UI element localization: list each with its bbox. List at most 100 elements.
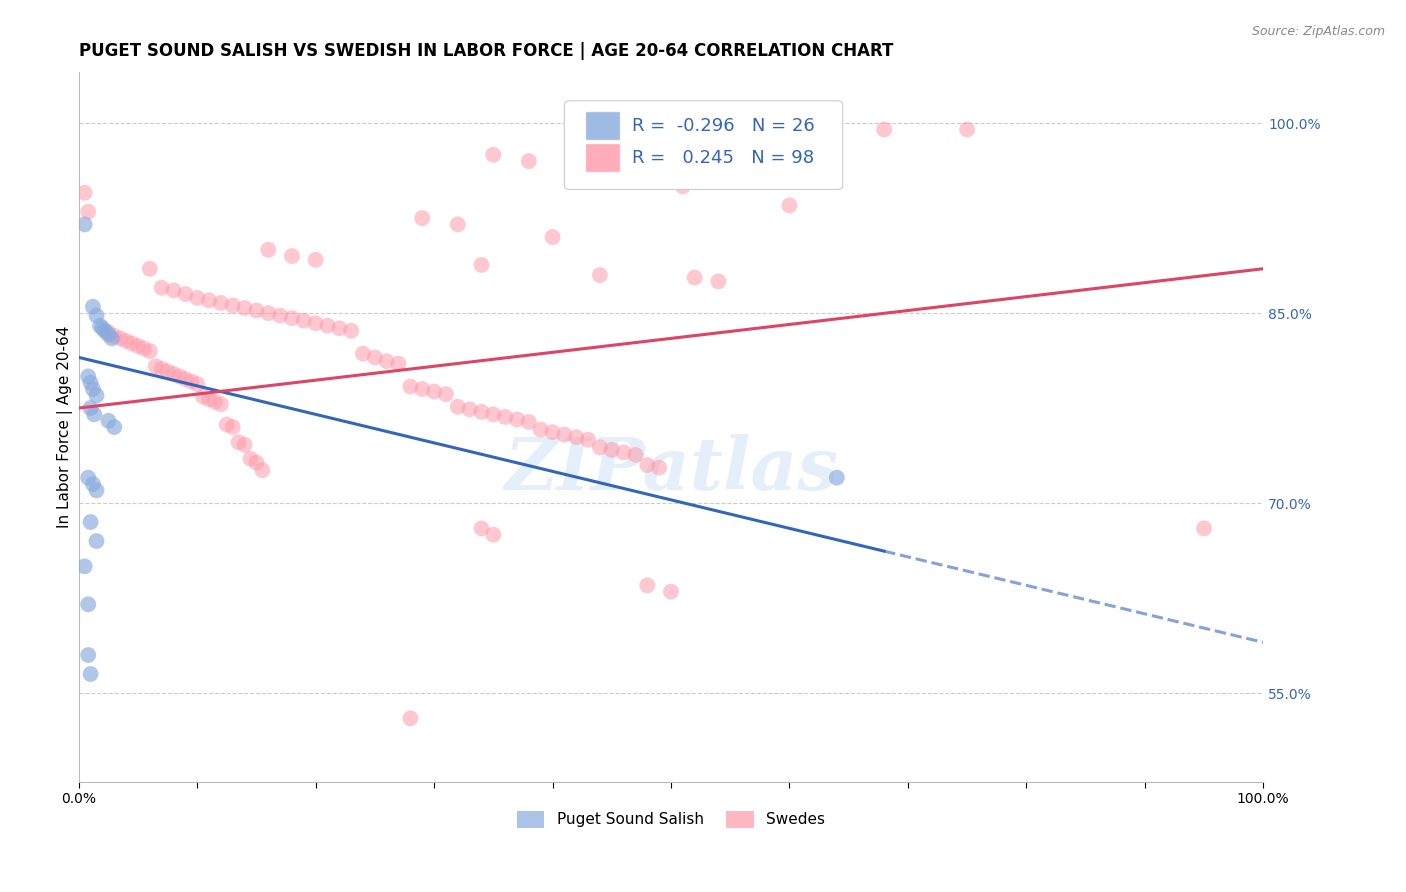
Point xyxy=(233,301,256,315)
Point xyxy=(145,359,167,374)
Point xyxy=(672,179,695,194)
Point xyxy=(541,425,564,439)
Point xyxy=(269,309,291,323)
Point xyxy=(73,218,96,232)
Point xyxy=(198,293,221,308)
Point xyxy=(86,309,108,323)
Text: R =   0.245   N = 98: R = 0.245 N = 98 xyxy=(631,149,814,167)
Point xyxy=(613,445,636,459)
Legend: Puget Sound Salish, Swedes: Puget Sound Salish, Swedes xyxy=(510,805,831,834)
Point xyxy=(825,471,848,485)
Point xyxy=(470,405,492,419)
Point xyxy=(364,351,387,365)
Point xyxy=(132,342,155,356)
Point xyxy=(292,313,315,327)
Point xyxy=(77,471,100,485)
Point xyxy=(77,648,100,662)
Point xyxy=(659,584,682,599)
Point xyxy=(648,460,671,475)
Point xyxy=(162,367,184,381)
Point xyxy=(636,578,658,592)
Point xyxy=(494,409,516,424)
Point xyxy=(156,364,179,378)
Point xyxy=(162,283,184,297)
Point xyxy=(204,394,226,409)
Point xyxy=(174,287,197,301)
Point xyxy=(79,376,101,390)
Text: PUGET SOUND SALISH VS SWEDISH IN LABOR FORCE | AGE 20-64 CORRELATION CHART: PUGET SOUND SALISH VS SWEDISH IN LABOR F… xyxy=(79,42,893,60)
Point xyxy=(613,173,636,187)
Point xyxy=(434,387,457,401)
Point xyxy=(97,414,120,428)
Point xyxy=(103,329,125,343)
Point xyxy=(375,354,398,368)
Point xyxy=(86,388,108,402)
Point xyxy=(180,375,202,389)
Point xyxy=(139,344,162,359)
Point xyxy=(707,274,730,288)
Point xyxy=(252,463,274,477)
Point xyxy=(340,324,363,338)
Point xyxy=(352,346,374,360)
Point xyxy=(470,258,492,272)
Point xyxy=(82,477,104,491)
Point xyxy=(553,427,575,442)
Point xyxy=(186,376,208,391)
Point xyxy=(89,318,111,333)
Point xyxy=(399,711,422,725)
Point xyxy=(97,327,120,342)
Point xyxy=(77,598,100,612)
Point xyxy=(399,379,422,393)
Point xyxy=(600,442,623,457)
Point xyxy=(530,423,553,437)
Point xyxy=(304,316,326,330)
Point xyxy=(79,515,101,529)
Point xyxy=(411,211,433,225)
Point xyxy=(470,521,492,535)
Point xyxy=(328,321,350,335)
Point xyxy=(387,357,409,371)
Point xyxy=(94,324,117,338)
Point xyxy=(482,408,505,422)
Point xyxy=(82,300,104,314)
Point xyxy=(127,339,149,353)
Point xyxy=(636,458,658,472)
Point xyxy=(222,420,245,434)
Point xyxy=(103,420,125,434)
Point xyxy=(115,334,138,348)
Point xyxy=(191,390,214,404)
Point xyxy=(150,361,173,376)
Point xyxy=(576,433,599,447)
Point xyxy=(257,243,280,257)
Point xyxy=(77,369,100,384)
Point xyxy=(447,218,470,232)
Point xyxy=(91,321,114,335)
Text: ZIPatlas: ZIPatlas xyxy=(503,434,838,505)
Point xyxy=(411,382,433,396)
Y-axis label: In Labor Force | Age 20-64: In Labor Force | Age 20-64 xyxy=(58,326,73,528)
Point xyxy=(257,306,280,320)
Point xyxy=(281,311,304,326)
Point xyxy=(101,331,124,345)
Point xyxy=(73,186,96,200)
Point xyxy=(304,252,326,267)
Point xyxy=(169,369,191,384)
Point xyxy=(245,303,267,318)
Point xyxy=(77,204,100,219)
Point xyxy=(873,122,896,136)
Point xyxy=(565,430,588,444)
Point xyxy=(239,451,262,466)
Text: Source: ZipAtlas.com: Source: ZipAtlas.com xyxy=(1251,25,1385,38)
Point xyxy=(423,384,446,399)
Point xyxy=(86,534,108,549)
Point xyxy=(316,318,339,333)
Point xyxy=(541,230,564,244)
Point xyxy=(83,408,105,422)
Point xyxy=(245,456,267,470)
Point xyxy=(86,483,108,498)
Point xyxy=(482,527,505,541)
Point xyxy=(228,435,250,450)
Point xyxy=(517,154,540,169)
Point xyxy=(1192,521,1215,535)
Point xyxy=(79,667,101,681)
